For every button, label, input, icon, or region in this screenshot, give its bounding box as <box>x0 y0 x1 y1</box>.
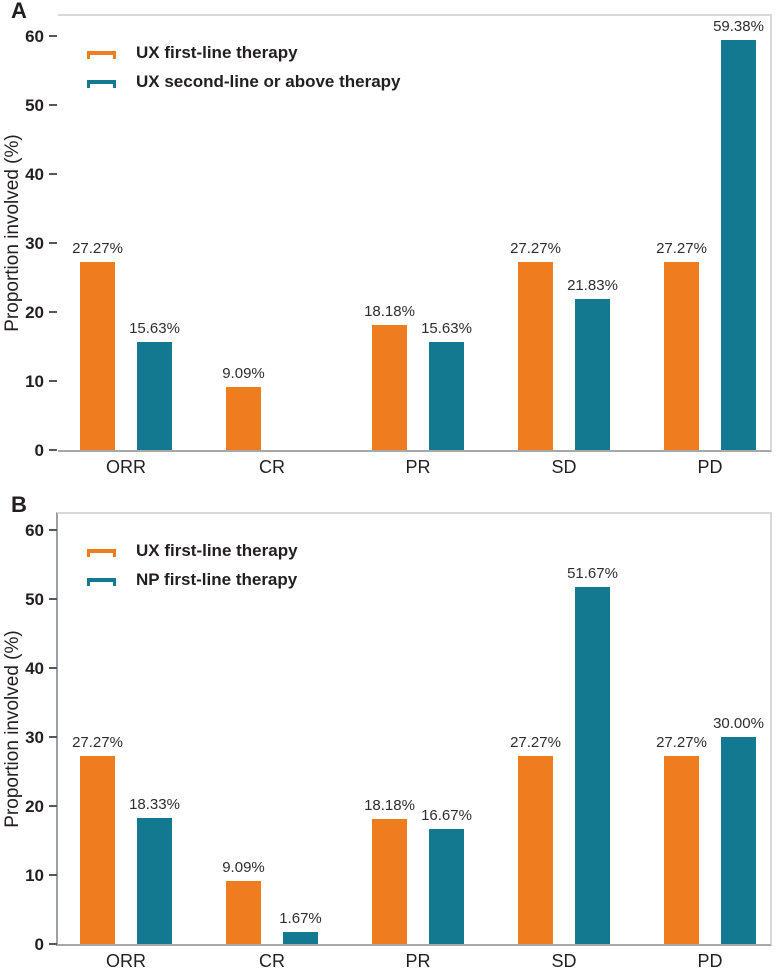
y-tick-label: 60 <box>25 521 44 540</box>
bar-value-label: 59.38% <box>713 18 764 35</box>
y-tick-label: 40 <box>25 659 44 678</box>
bar-value-label: 21.83% <box>567 277 618 294</box>
legend-swatch <box>87 50 116 59</box>
bar <box>226 881 261 944</box>
y-tick <box>49 598 57 600</box>
x-category-label: SD <box>551 951 577 971</box>
y-tick <box>49 805 57 807</box>
y-tick <box>49 380 57 382</box>
legend-label: UX second-line or above therapy <box>136 71 401 91</box>
bar-value-label: 18.33% <box>129 796 180 813</box>
bar-value-label: 27.27% <box>656 240 707 257</box>
x-category-label: PR <box>405 457 431 477</box>
bar <box>664 262 699 450</box>
x-category-label: CR <box>259 951 285 971</box>
bar <box>80 756 115 944</box>
bar <box>372 819 407 944</box>
x-category-label: ORR <box>106 951 146 971</box>
panel-b: B Proportion involved (%) 0 10 20 30 40 50 60 U… <box>0 480 778 971</box>
legend: UX first-line therapy NP first-line thera… <box>87 540 298 600</box>
bar <box>518 756 553 944</box>
y-tick <box>49 736 57 738</box>
y-tick-label: 10 <box>25 372 44 391</box>
legend-label: UX first-line therapy <box>136 42 298 62</box>
bar-value-label: 15.63% <box>129 320 180 337</box>
bar-value-label: 16.67% <box>421 807 472 824</box>
legend: UX first-line therapy UX second-line or a… <box>87 42 401 102</box>
bar-value-label: 27.27% <box>510 240 561 257</box>
bar-value-label: 9.09% <box>222 365 265 382</box>
bar <box>429 342 464 450</box>
y-tick <box>49 173 57 175</box>
legend-item: NP first-line therapy <box>87 569 298 589</box>
y-tick <box>49 242 57 244</box>
legend-label: UX first-line therapy <box>136 540 298 560</box>
legend-swatch <box>87 548 116 557</box>
x-category-label: CR <box>259 457 285 477</box>
y-tick <box>49 667 57 669</box>
y-tick-label: 50 <box>25 96 44 115</box>
bar-value-label: 15.63% <box>421 320 472 337</box>
legend-swatch <box>87 577 116 586</box>
bar <box>721 737 756 944</box>
y-tick-label: 10 <box>25 866 44 885</box>
y-tick-label: 40 <box>25 165 44 184</box>
y-tick <box>49 449 57 451</box>
y-tick <box>49 35 57 37</box>
panel-label: A <box>11 0 28 23</box>
bar-value-label: 27.27% <box>72 240 123 257</box>
bar <box>137 818 172 944</box>
bar-value-label: 27.27% <box>656 734 707 751</box>
x-category-label: PD <box>697 951 723 971</box>
y-tick-label: 20 <box>25 303 44 322</box>
bar <box>372 325 407 450</box>
bar-value-label: 51.67% <box>567 565 618 582</box>
legend-swatch <box>87 79 116 88</box>
bar <box>721 40 756 450</box>
bar <box>575 587 610 944</box>
bar-value-label: 30.00% <box>713 715 764 732</box>
bar <box>575 299 610 450</box>
plot-area: 0 10 20 30 40 50 60 UX first-line therapy NP fir… <box>25 512 772 970</box>
y-tick-label: 0 <box>34 441 44 460</box>
y-tick <box>49 874 57 876</box>
panel-a: A Proportion involved (%) 0 10 20 30 40 50 60 U… <box>0 0 778 480</box>
bar <box>283 932 318 944</box>
bar-value-label: 27.27% <box>510 734 561 751</box>
x-category-label: PD <box>697 457 723 477</box>
bar <box>137 342 172 450</box>
y-tick <box>49 943 57 945</box>
bar-value-label: 1.67% <box>279 910 322 927</box>
y-tick <box>49 311 57 313</box>
bar-value-label: 18.18% <box>364 303 415 320</box>
y-tick-label: 20 <box>25 797 44 816</box>
y-tick-label: 30 <box>25 728 44 747</box>
panel-label: B <box>11 492 28 517</box>
bar-value-label: 9.09% <box>222 859 265 876</box>
plot-area: 0 10 20 30 40 50 60 UX first-line therapy UX sec… <box>25 14 772 476</box>
legend-item: UX first-line therapy <box>87 42 401 62</box>
x-category-label: SD <box>551 457 577 477</box>
bar-value-label: 18.18% <box>364 797 415 814</box>
y-tick-label: 30 <box>25 234 44 253</box>
x-category-label: PR <box>405 951 431 971</box>
y-tick <box>49 529 57 531</box>
bar-value-label: 27.27% <box>72 734 123 751</box>
bar <box>226 387 261 450</box>
legend-item: UX first-line therapy <box>87 540 298 560</box>
legend-label: NP first-line therapy <box>136 569 298 589</box>
legend-item: UX second-line or above therapy <box>87 71 401 91</box>
bar <box>429 829 464 944</box>
bar <box>80 262 115 450</box>
bar <box>518 262 553 450</box>
x-category-label: ORR <box>106 457 146 477</box>
y-tick-label: 0 <box>34 935 44 954</box>
y-tick-label: 50 <box>25 590 44 609</box>
y-tick <box>49 104 57 106</box>
y-tick-label: 60 <box>25 27 44 46</box>
bar <box>664 756 699 944</box>
